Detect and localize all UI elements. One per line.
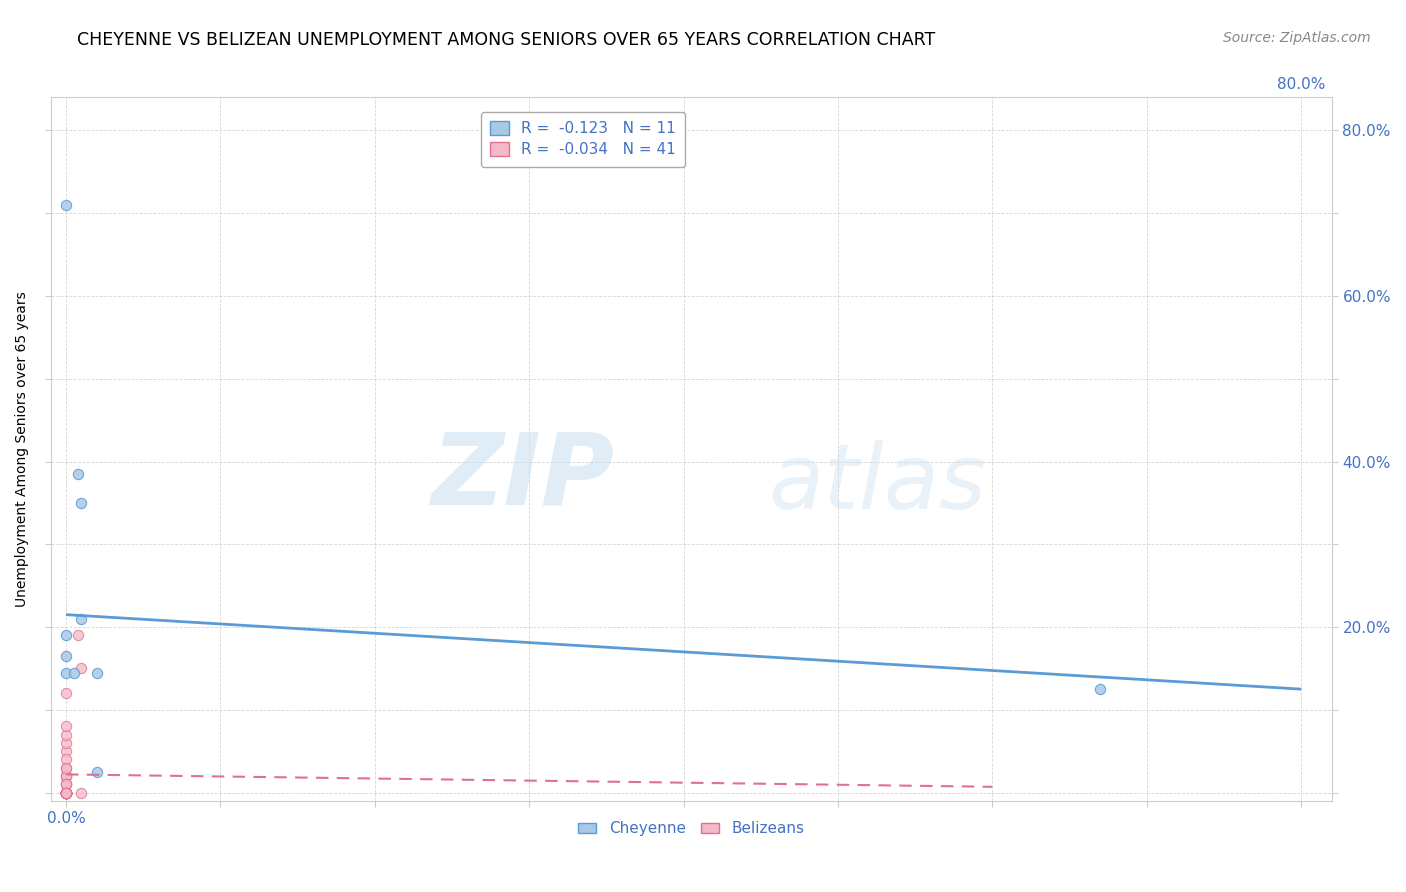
Point — [55, 786, 77, 800]
Point — [55, 777, 77, 791]
Point — [55, 648, 77, 663]
Point — [55, 719, 77, 733]
Legend: Cheyenne, Belizeans: Cheyenne, Belizeans — [572, 815, 811, 842]
Point — [55, 686, 77, 700]
Point — [55, 786, 77, 800]
Point — [55, 786, 77, 800]
Point — [55, 736, 77, 750]
Point — [55, 786, 77, 800]
Point — [55, 786, 77, 800]
Point — [55, 769, 77, 783]
Point — [55, 198, 77, 212]
Point — [55, 777, 77, 791]
Point — [55, 786, 77, 800]
Text: atlas: atlas — [768, 441, 986, 528]
Point — [55, 777, 77, 791]
Point — [55, 786, 77, 800]
Point — [55, 769, 77, 783]
Point — [55, 769, 77, 783]
Point — [86, 764, 108, 779]
Text: Source: ZipAtlas.com: Source: ZipAtlas.com — [1223, 31, 1371, 45]
Point — [55, 786, 77, 800]
Point — [55, 744, 77, 758]
Point — [55, 786, 77, 800]
Point — [55, 786, 77, 800]
Point — [55, 786, 77, 800]
Point — [55, 786, 77, 800]
Point — [55, 786, 77, 800]
Point — [55, 728, 77, 742]
Point — [70, 786, 93, 800]
Point — [67, 467, 90, 481]
Point — [55, 786, 77, 800]
Point — [55, 786, 77, 800]
Point — [55, 786, 77, 800]
Point — [55, 786, 77, 800]
Text: CHEYENNE VS BELIZEAN UNEMPLOYMENT AMONG SENIORS OVER 65 YEARS CORRELATION CHART: CHEYENNE VS BELIZEAN UNEMPLOYMENT AMONG … — [77, 31, 935, 49]
Point — [67, 628, 90, 642]
Point — [55, 786, 77, 800]
Y-axis label: Unemployment Among Seniors over 65 years: Unemployment Among Seniors over 65 years — [15, 291, 30, 607]
Point — [1090, 682, 1112, 697]
Point — [70, 661, 93, 675]
Point — [55, 786, 77, 800]
Point — [55, 665, 77, 680]
Point — [55, 761, 77, 775]
Point — [55, 786, 77, 800]
Point — [86, 665, 108, 680]
Point — [55, 752, 77, 766]
Point — [55, 786, 77, 800]
Point — [55, 786, 77, 800]
Point — [70, 612, 93, 626]
Point — [55, 786, 77, 800]
Point — [70, 496, 93, 510]
Point — [62, 665, 84, 680]
Point — [55, 786, 77, 800]
Point — [55, 761, 77, 775]
Text: ZIP: ZIP — [432, 429, 614, 525]
Point — [55, 628, 77, 642]
